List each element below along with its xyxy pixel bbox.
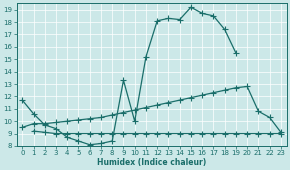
X-axis label: Humidex (Indice chaleur): Humidex (Indice chaleur)	[97, 158, 206, 167]
